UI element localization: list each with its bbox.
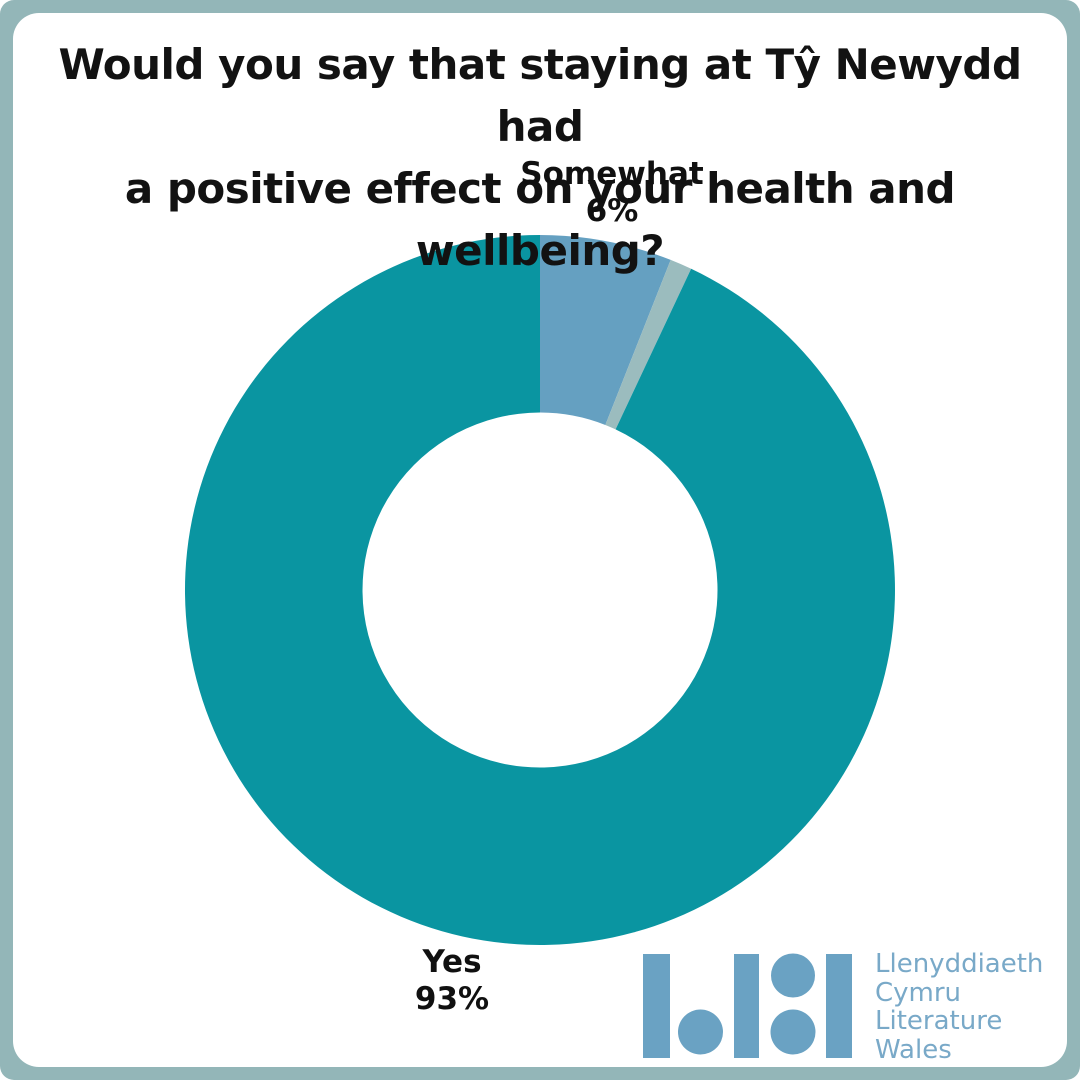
logo-text-line-3: Literature xyxy=(875,1006,1003,1036)
chart-title-line-2: a positive effect on your health and wel… xyxy=(124,164,956,275)
label-somewhat: Somewhat 6% xyxy=(520,156,703,230)
logo-text-line-2: Cymru xyxy=(875,977,962,1008)
literature-wales-logo-icon xyxy=(643,953,852,1058)
logo-dot-1 xyxy=(678,1009,723,1055)
chart-title-line-1: Would you say that staying at Tŷ Newydd … xyxy=(58,40,1022,151)
donut-slice-somewhat xyxy=(540,235,671,425)
logo-bar-3 xyxy=(826,954,852,1058)
chart-title: Would you say that staying at Tŷ Newydd … xyxy=(13,34,1067,282)
label-yes-name: Yes xyxy=(422,944,482,980)
logo-dot-2 xyxy=(771,953,815,998)
literature-wales-logo-text: Llenyddiaeth Cymru Literature Wales xyxy=(875,950,1043,1064)
donut-slice-yes xyxy=(184,234,895,945)
label-yes-value: 93% xyxy=(414,981,490,1017)
label-somewhat-value: 6% xyxy=(585,193,639,229)
logo-bar-1 xyxy=(643,954,670,1058)
label-yes: Yes 93% xyxy=(415,944,489,1018)
logo-text-line-1: Llenyddiaeth xyxy=(875,949,1044,979)
donut-slice-unlabeled xyxy=(605,259,692,430)
logo-text-line-4: Wales xyxy=(875,1034,952,1065)
label-somewhat-name: Somewhat xyxy=(520,156,704,192)
logo-bar-2 xyxy=(734,954,759,1058)
logo-dot-3 xyxy=(770,1009,816,1055)
